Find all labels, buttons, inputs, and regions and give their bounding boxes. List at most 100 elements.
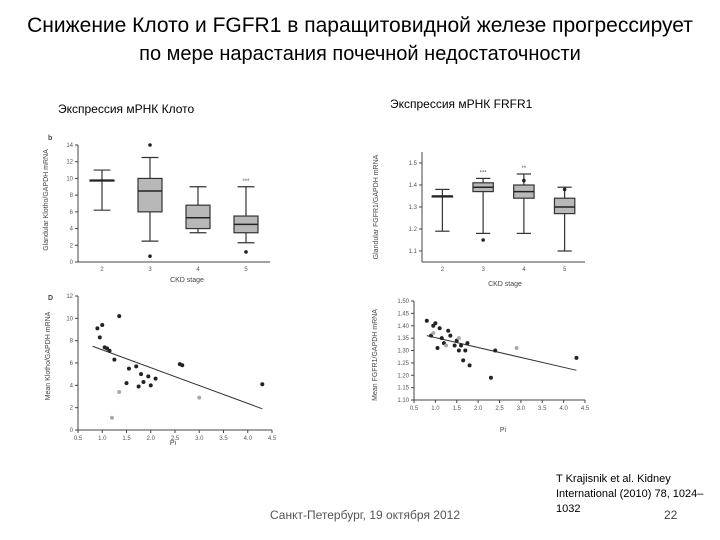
citation: T Krajisnik et al. Kidney International … (556, 473, 704, 515)
y-tick-label: 1.40 (397, 324, 409, 330)
slide-title-line1: Снижение Клото и FGFR1 в паращитовидной … (27, 14, 693, 37)
data-point (112, 357, 117, 362)
outlier-point (522, 178, 526, 183)
x-tick-label: 5 (244, 267, 248, 273)
y-tick-label: 6 (70, 210, 74, 216)
trend-line (426, 335, 577, 371)
data-point (459, 343, 464, 348)
x-tick-label: 0.5 (74, 436, 83, 442)
x-tick-label: 5 (563, 267, 567, 273)
data-point (141, 379, 146, 384)
outlier-point (562, 187, 567, 192)
x-tick-label: 2 (441, 267, 445, 273)
x-tick-label: 2 (100, 267, 104, 273)
y-tick-label: 1.4 (409, 183, 418, 189)
x-tick-label: 3.0 (517, 406, 526, 412)
y-tick-label: 2 (70, 406, 74, 412)
y-tick-label: 8 (70, 339, 74, 345)
data-point (446, 328, 451, 333)
data-point (146, 374, 151, 379)
slide-title-line2: по мере нарастания почечной недостаточно… (139, 43, 581, 65)
y-tick-label: 6 (70, 361, 74, 367)
klotho-scatter: D Mean Klotho/GAPDH mRNA Pi 0 2 4 6 8 10 12 0.5… (45, 294, 277, 447)
data-point (574, 355, 579, 360)
data-point (136, 384, 141, 389)
box (553, 197, 576, 215)
y-tick-label: 1.3 (409, 205, 418, 211)
page-number: 22 (664, 508, 678, 522)
x-tick-label: 2.0 (474, 406, 483, 412)
y-tick-label: 14 (66, 143, 73, 149)
data-point (461, 358, 466, 363)
y-tick-label: 1.1 (409, 249, 418, 255)
klotho-boxplot: b Glandular Klotho/GAPDH mRNA CKD stage … (43, 135, 270, 284)
data-point-light (456, 336, 461, 341)
y-tick-label: 1.5 (409, 161, 418, 167)
data-point (117, 314, 122, 319)
x-tick-label: 2.5 (495, 406, 504, 412)
x-tick-label: 3 (481, 267, 485, 273)
x-tick-label: 1.5 (122, 436, 131, 442)
data-point (448, 333, 453, 338)
x-tick-label: 3 (148, 267, 152, 273)
outlier-point (148, 254, 152, 258)
data-point (107, 348, 112, 353)
outlier-point (481, 238, 485, 242)
y-tick-label: 1.50 (397, 299, 409, 305)
data-point (148, 383, 153, 388)
x-tick-label: 2.0 (147, 436, 156, 442)
x-axis-label: Pi (170, 440, 177, 447)
y-tick-label: 10 (66, 316, 73, 322)
subtitle-klotho: Экспрессия мРНК Клото (58, 102, 195, 116)
y-tick-label: 1.45 (397, 311, 409, 317)
x-tick-label: 0.5 (410, 406, 419, 412)
data-point (493, 348, 498, 353)
x-tick-label: 4 (196, 267, 200, 273)
data-point (488, 375, 493, 380)
data-point (134, 364, 139, 369)
data-point (467, 363, 472, 368)
fgfr1-scatter: Mean FGFR1/GAPDH mRNA Pi 1.10 1.15 1.20 1.2… (372, 299, 590, 434)
y-axis-label: Glandular FGFR1/GAPDH mRNA (373, 154, 380, 259)
x-tick-label: 3.5 (219, 436, 228, 442)
data-point (180, 363, 185, 368)
x-tick-label: 2.5 (171, 436, 180, 442)
panel-letter: D (48, 295, 53, 302)
x-tick-label: 1.0 (98, 436, 107, 442)
significance-marker: *** (480, 170, 488, 176)
significance-marker: *** (242, 179, 250, 185)
fgfr1-boxplot: Glandular FGFR1/GAPDH mRNA CKD stage 1.1… (373, 152, 585, 288)
data-point (456, 348, 461, 353)
data-point (439, 336, 444, 341)
outlier-point (244, 250, 248, 254)
x-tick-label: 1.0 (431, 406, 440, 412)
data-point-light (197, 395, 202, 400)
data-point (95, 326, 100, 331)
data-point (437, 326, 442, 331)
y-tick-label: 12 (66, 160, 73, 166)
data-point (435, 346, 440, 351)
y-tick-label: 1.10 (397, 398, 409, 404)
data-point-light (514, 346, 519, 351)
y-tick-label: 8 (70, 193, 74, 199)
y-axis-label: Mean Klotho/GAPDH mRNA (45, 311, 52, 400)
data-point (124, 381, 129, 386)
subtitle-fgfr1: Экспрессия мРНК FRFR1 (390, 97, 533, 111)
box (137, 177, 163, 213)
panel-letter: b (48, 135, 52, 142)
data-point (433, 321, 438, 326)
data-point (126, 366, 131, 371)
data-point (452, 343, 457, 348)
x-axis-label: CKD stage (488, 281, 522, 288)
y-tick-label: 0 (70, 428, 74, 434)
footer-location-date: Санкт-Петербург, 19 октября 2012 (270, 508, 460, 522)
y-tick-label: 1.15 (397, 386, 409, 392)
y-tick-label: 0 (70, 260, 74, 266)
x-tick-label: 3.0 (195, 436, 204, 442)
x-tick-label: 4.0 (559, 406, 568, 412)
data-point (260, 382, 265, 387)
data-point-light (444, 343, 449, 348)
x-tick-label: 4.5 (581, 406, 590, 412)
x-tick-label: 3.5 (538, 406, 547, 412)
